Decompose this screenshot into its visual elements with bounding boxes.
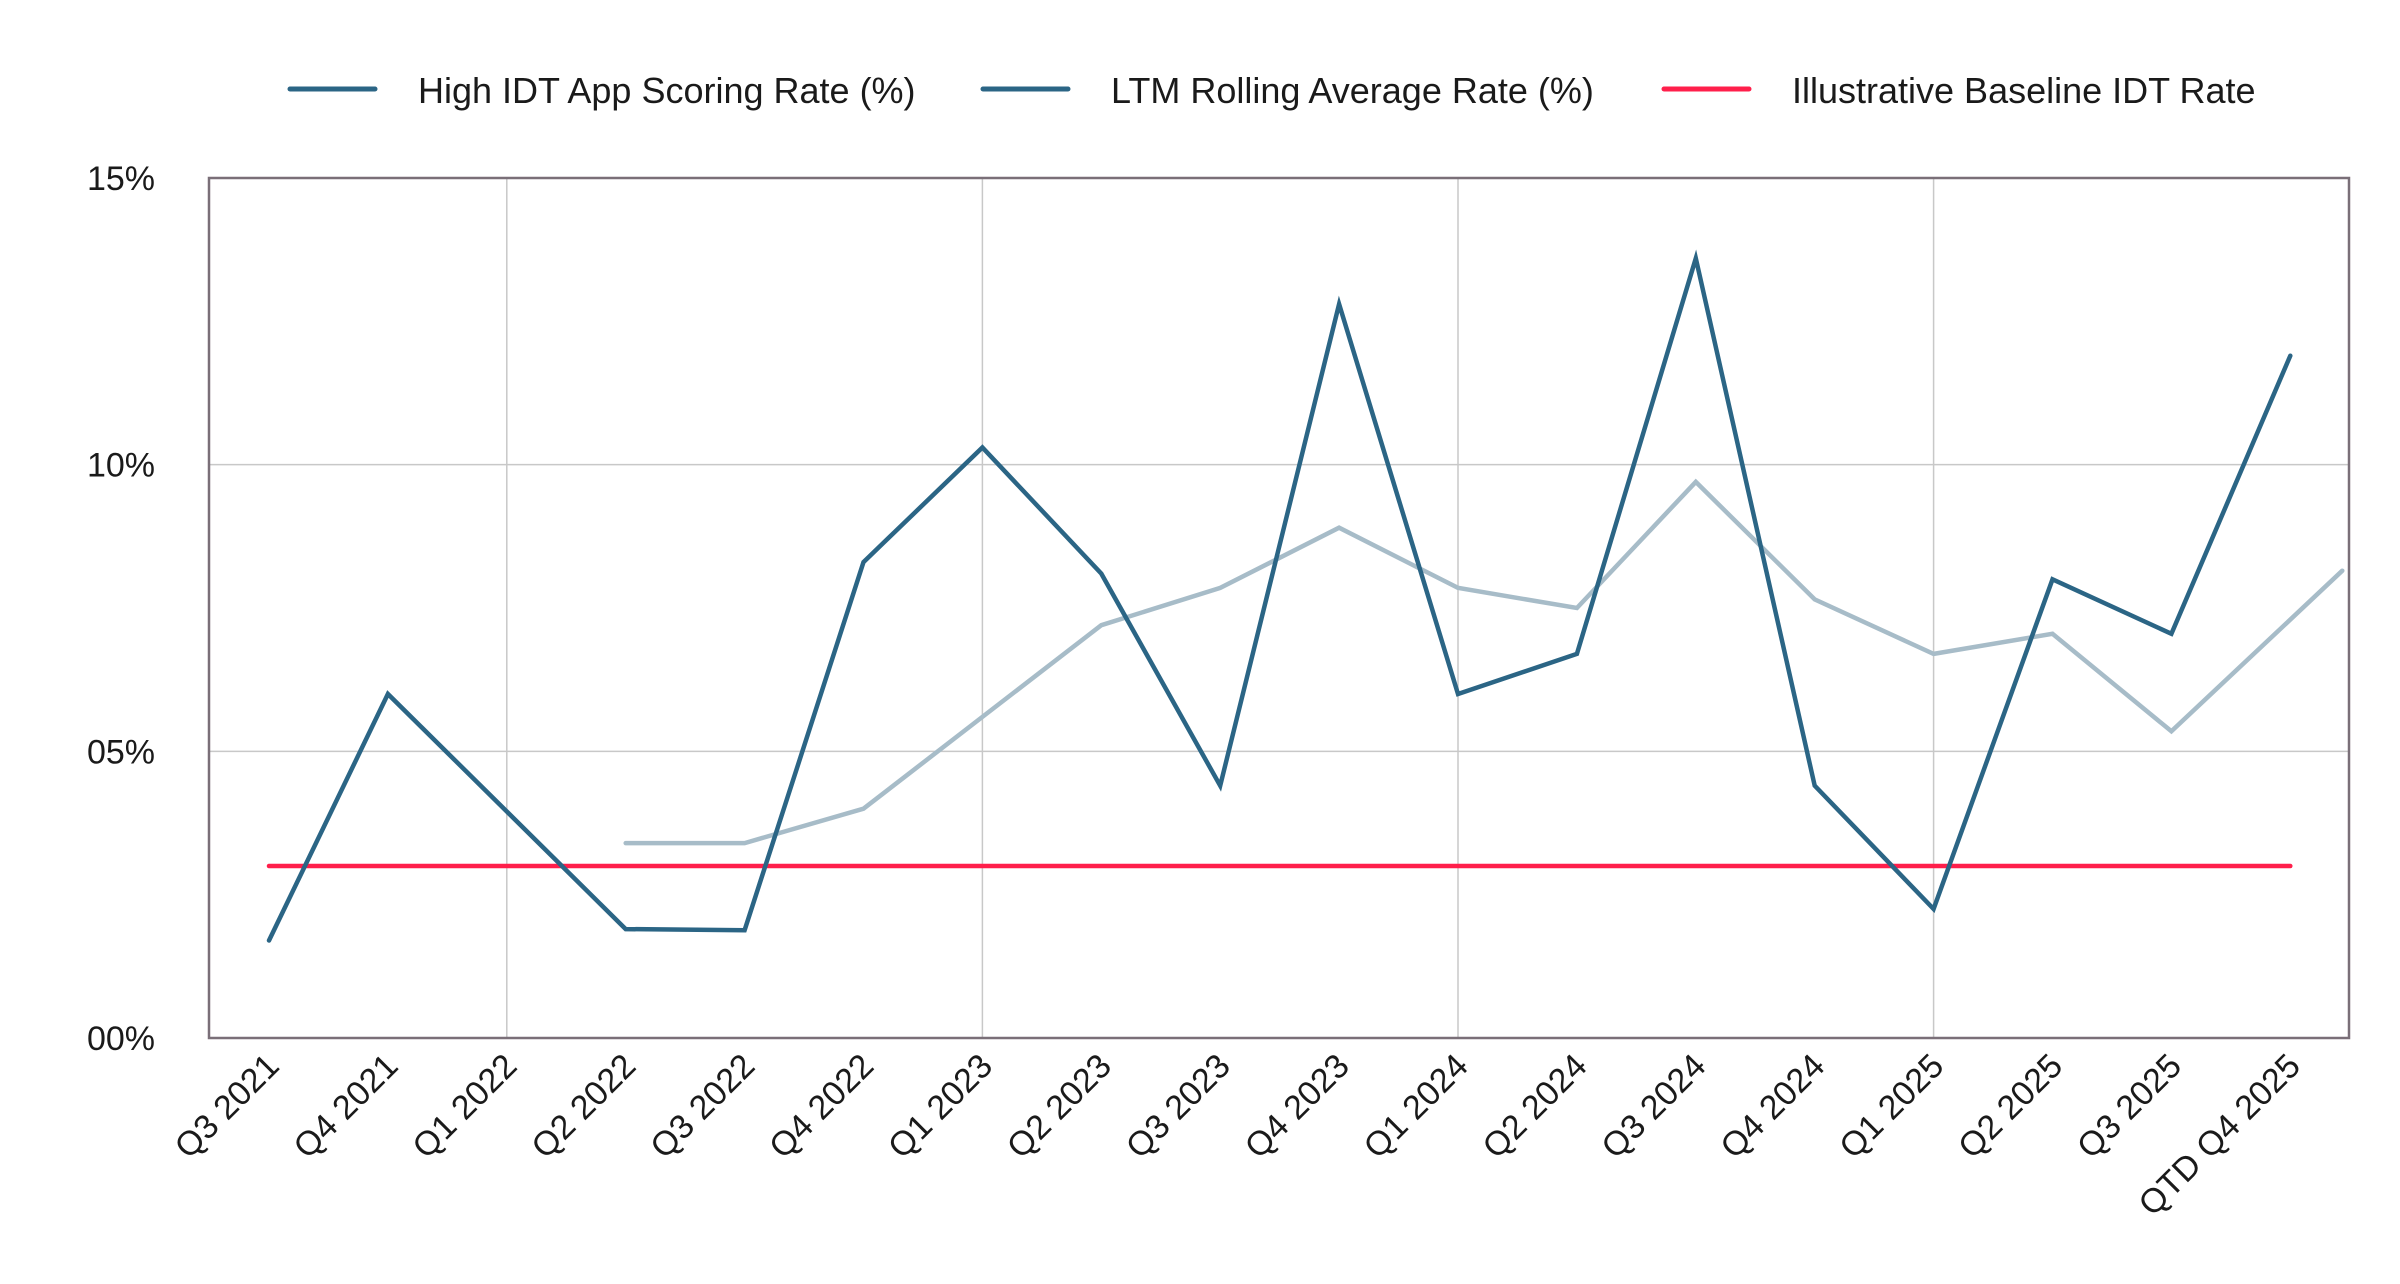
x-tick-label: Q3 2022	[643, 1047, 762, 1166]
x-tick-label: Q2 2025	[1951, 1047, 2070, 1166]
legend-label: High IDT App Scoring Rate (%)	[418, 70, 916, 111]
x-tick-label: Q1 2023	[881, 1047, 1000, 1166]
legend-label: Illustrative Baseline IDT Rate	[1792, 70, 2256, 111]
x-tick-label: Q2 2023	[1000, 1047, 1119, 1166]
y-tick-label: 05%	[87, 733, 155, 771]
x-tick-label: Q4 2022	[762, 1047, 881, 1166]
y-tick-label: 15%	[87, 160, 155, 198]
x-tick-label: Q3 2023	[1119, 1047, 1238, 1166]
x-tick-label: Q4 2024	[1713, 1047, 1832, 1166]
x-tick-label: Q2 2024	[1475, 1047, 1594, 1166]
x-tick-label: Q4 2021	[286, 1047, 405, 1166]
y-tick-label: 00%	[87, 1020, 155, 1058]
x-tick-label: Q1 2024	[1357, 1047, 1476, 1166]
x-tick-label: Q1 2025	[1832, 1047, 1951, 1166]
x-tick-label: Q3 2024	[1594, 1047, 1713, 1166]
x-tick-label: Q4 2023	[1238, 1047, 1357, 1166]
grid	[209, 178, 2349, 1038]
series-lines	[269, 258, 2343, 940]
x-tick-label: Q2 2022	[524, 1047, 643, 1166]
x-tick-label: Q3 2021	[168, 1047, 287, 1166]
series-line-1	[626, 482, 2343, 843]
series-line-0	[269, 258, 2290, 940]
x-tick-label: Q3 2025	[2070, 1047, 2189, 1166]
y-tick-label: 10%	[87, 447, 155, 485]
legend: High IDT App Scoring Rate (%) LTM Rolling…	[290, 70, 2256, 111]
legend-label: LTM Rolling Average Rate (%)	[1111, 70, 1594, 111]
y-axis: 00% 05% 10% 15%	[87, 160, 155, 1058]
x-tick-label: Q1 2022	[405, 1047, 524, 1166]
plot-frame	[209, 178, 2349, 1038]
